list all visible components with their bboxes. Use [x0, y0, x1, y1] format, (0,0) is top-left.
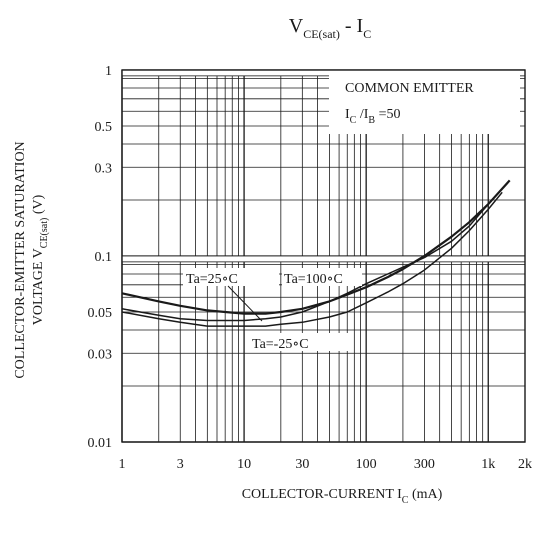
y-tick-0.05: 0.05 [88, 306, 113, 321]
series-line-2 [121, 191, 503, 327]
annotation-ratio: IC /IB =50 [345, 107, 400, 126]
annotation-ratio-a-sub: C [350, 115, 357, 126]
y-axis-label-line1: COLLECTOR-EMITTER SATURATION [13, 141, 28, 378]
y-axis-label-line2-post: (V) [31, 194, 46, 217]
x-tick-10: 10 [237, 457, 251, 472]
label-bg-25 [183, 268, 279, 286]
x-tick-1: 1 [119, 457, 126, 472]
x-axis-label-sub: C [402, 495, 409, 506]
y-axis-label-line2-pre: VOLTAGE V [31, 248, 46, 325]
plot-frame [121, 69, 526, 443]
x-axis-label-pre: COLLECTOR-CURRENT I [242, 487, 402, 502]
x-tick-100: 100 [356, 457, 377, 472]
y-tick-labels: 1 0.5 0.3 0.1 0.05 0.03 0.01 [88, 64, 113, 451]
y-tick-0.3: 0.3 [95, 161, 113, 176]
x-tick-2k: 2k [518, 457, 532, 472]
title-main: V [289, 15, 304, 37]
annotation-ratio-b-sub: B [368, 115, 375, 126]
y-tick-0.5: 0.5 [95, 120, 113, 135]
leader-line-25c [227, 285, 263, 322]
x-axis-label: COLLECTOR-CURRENT IC (mA) [242, 487, 443, 506]
y-tick-0.01: 0.01 [88, 436, 113, 451]
title-mid-subscript: C [363, 27, 371, 41]
y-axis-label-line2: VOLTAGE VCE(sat) (V) [31, 194, 50, 325]
annotation-ratio-c: =50 [375, 107, 400, 122]
y-axis-label-line2-sub: CE(sat) [39, 218, 50, 249]
label-bg-m25 [250, 333, 348, 351]
x-axis-label-post: (mA) [408, 487, 442, 502]
curve-label-m25c: Ta=-25∘C [252, 337, 309, 352]
y-tick-0.1: 0.1 [95, 250, 113, 265]
y-tick-1: 1 [105, 64, 112, 79]
title-mid: - I [340, 15, 363, 37]
title-main-subscript: CE(sat) [303, 27, 340, 41]
label-bg-100 [282, 268, 362, 286]
x-tick-30: 30 [295, 457, 309, 472]
annotation-common-emitter: COMMON EMITTER [345, 81, 474, 96]
x-tick-1k: 1k [481, 457, 495, 472]
curve-label-100c: Ta=100∘C [284, 272, 343, 287]
x-tick-300: 300 [414, 457, 435, 472]
y-tick-0.03: 0.03 [88, 347, 113, 362]
curve-label-25c: Ta=25∘C [186, 272, 238, 287]
annotation-ratio-b: /I [356, 107, 368, 122]
x-tick-labels: 1 3 10 30 100 300 1k 2k [119, 457, 533, 472]
series-line-1 [121, 203, 489, 322]
series-curves [121, 179, 511, 327]
decade-band-0 [121, 255, 526, 263]
y-axis-label: COLLECTOR-EMITTER SATURATION VOLTAGE VCE… [13, 141, 50, 378]
annotation-ratio-a: I [345, 107, 350, 122]
annotation-box [329, 72, 520, 134]
chart-title: VCE(sat) - IC [289, 15, 371, 41]
x-tick-3: 3 [177, 457, 184, 472]
